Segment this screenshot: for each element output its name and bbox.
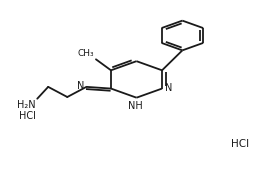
Text: HCl: HCl bbox=[19, 111, 36, 121]
Text: N: N bbox=[77, 81, 85, 91]
Text: CH₃: CH₃ bbox=[78, 50, 94, 58]
Text: N: N bbox=[165, 83, 173, 93]
Text: HCl: HCl bbox=[231, 139, 249, 149]
Text: H₂N: H₂N bbox=[17, 100, 36, 110]
Text: NH: NH bbox=[128, 101, 143, 111]
